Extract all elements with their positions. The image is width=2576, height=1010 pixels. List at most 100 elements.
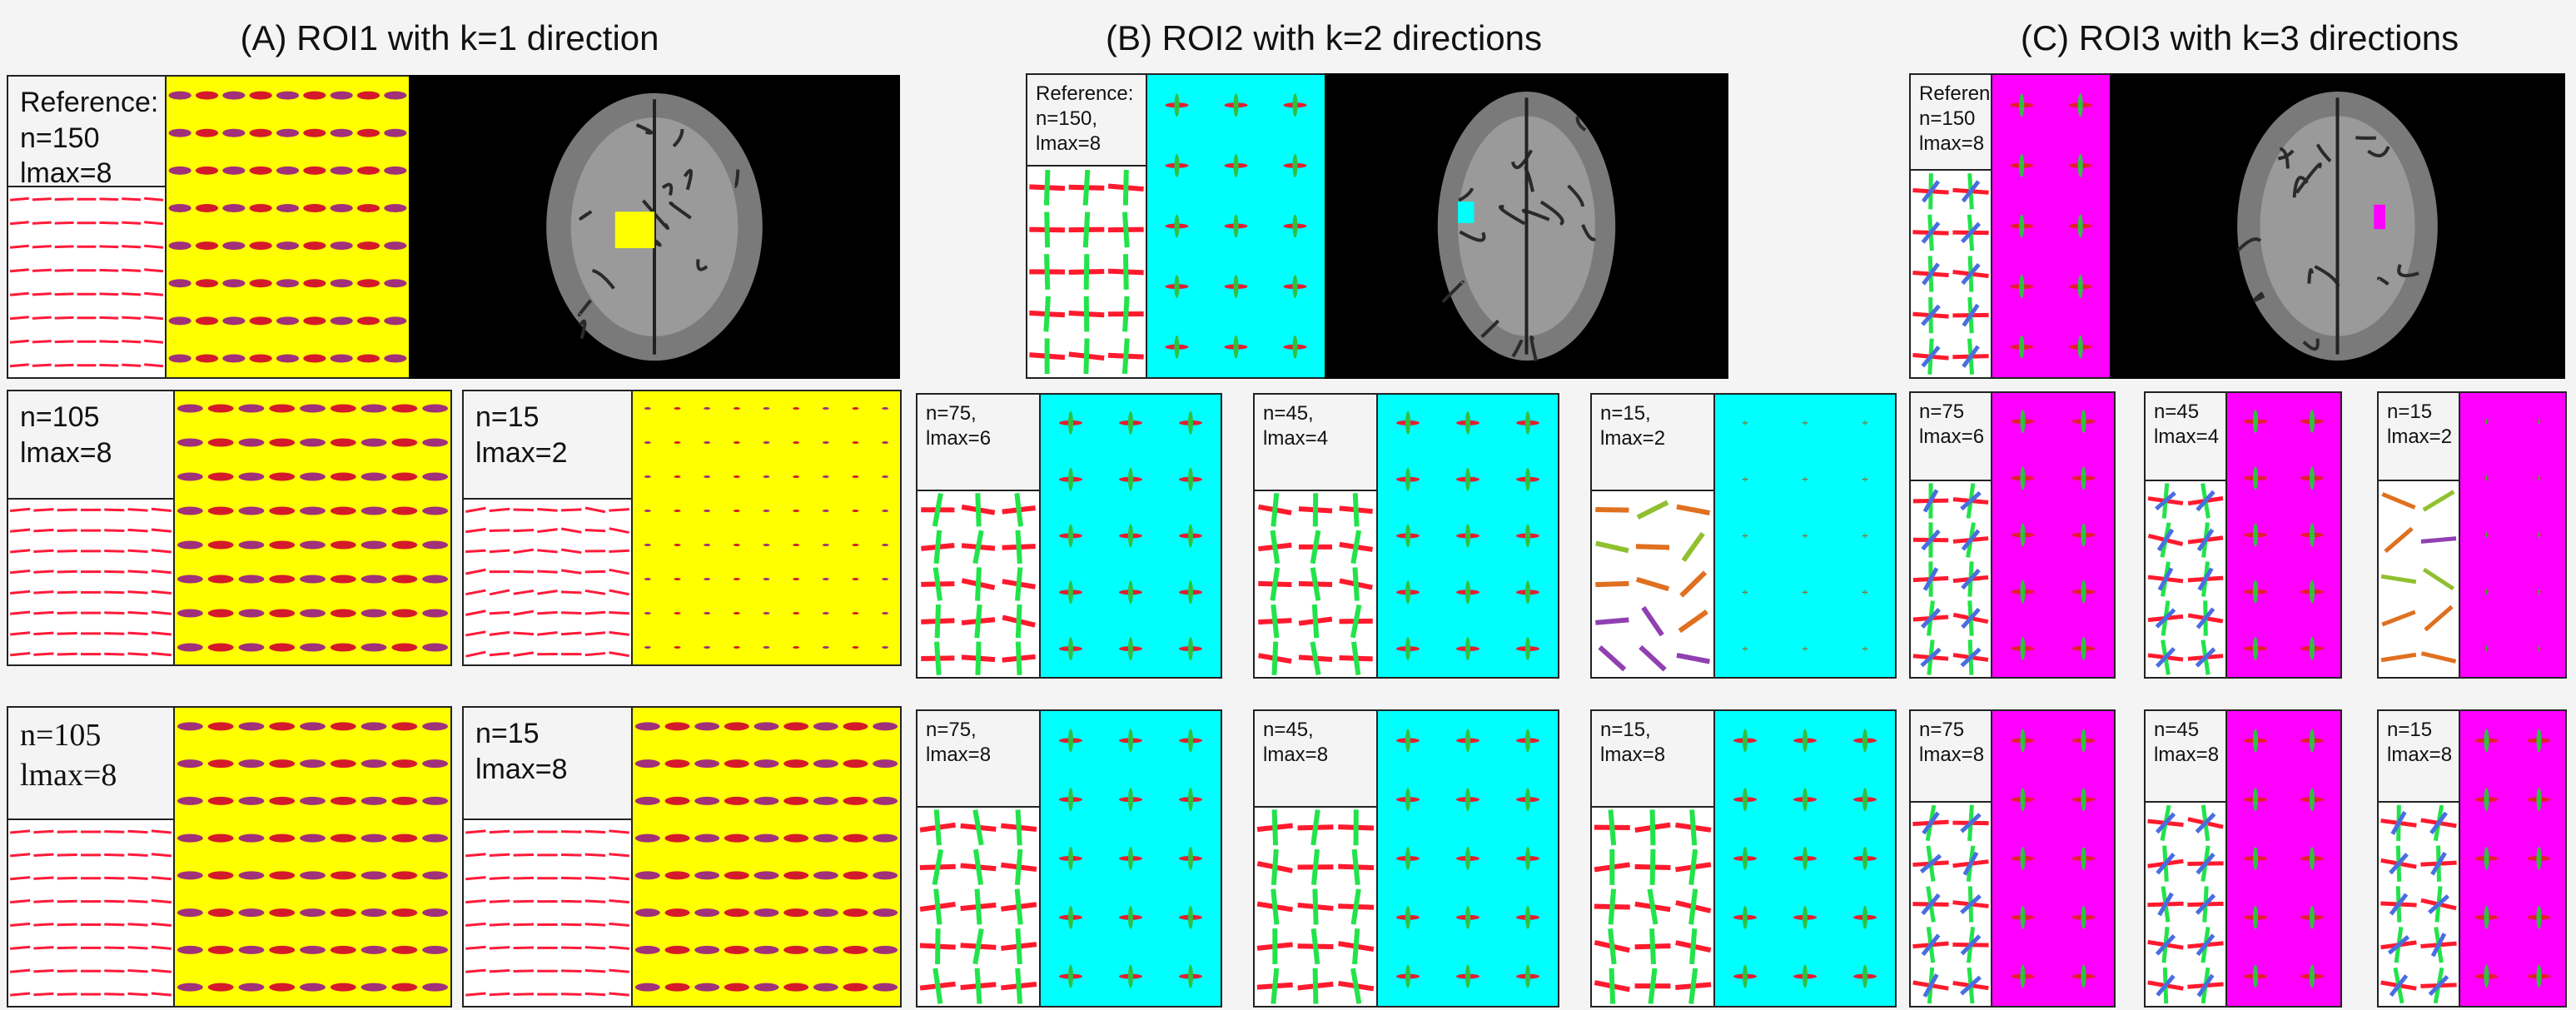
- odf-glyph: [361, 506, 387, 515]
- fiber-line: [1015, 604, 1022, 639]
- odf-glyph: [793, 612, 800, 614]
- fiber-directions-plot: [1909, 801, 1992, 1008]
- odf-glyph: [694, 759, 720, 769]
- fiber-line: [1962, 303, 1980, 327]
- odf-glyph: [1119, 905, 1142, 929]
- fiber-line: [489, 829, 510, 834]
- odf-glyph: [269, 643, 296, 652]
- fiber-line: [57, 969, 77, 973]
- fiber-line: [584, 631, 606, 636]
- fiber-line: [1352, 567, 1360, 601]
- fiber-line: [465, 568, 486, 575]
- fiber-line: [1681, 531, 1705, 562]
- odf-lobe: [1188, 729, 1193, 753]
- odf-glyph: [195, 166, 219, 175]
- odf-glyph: [168, 279, 191, 288]
- odf-glyph: [783, 871, 809, 880]
- odf-glyph: [207, 609, 234, 618]
- odf-glyph: [1059, 729, 1082, 753]
- odf-glyph: [852, 578, 859, 580]
- fiber-line: [513, 570, 535, 574]
- fiber-line: [99, 245, 119, 249]
- odf-glyph: [330, 166, 353, 175]
- odf-glyph: [783, 833, 809, 843]
- odf-glyph: [207, 722, 234, 731]
- fiber-line: [2155, 490, 2176, 511]
- odf-lobe: [1525, 905, 1530, 929]
- brain-sulcus: [2279, 147, 2290, 169]
- fiber-line: [144, 244, 164, 249]
- odf-glyph-plot: [1991, 709, 2116, 1008]
- fiber-directions-plot: [1909, 169, 1992, 379]
- odf-glyph: [222, 203, 246, 212]
- odf-glyph: [249, 279, 272, 288]
- odf-glyph: [2011, 523, 2035, 547]
- fiber-line: [1082, 169, 1091, 206]
- odf-glyph: [356, 241, 380, 251]
- odf-glyph: [391, 871, 418, 880]
- odf-glyph: [813, 796, 838, 805]
- odf-lobe: [1068, 788, 1073, 812]
- fiber-directions-plot: [916, 806, 1041, 1008]
- odf-glyph: [753, 908, 779, 918]
- fiber-line: [465, 853, 486, 858]
- odf-glyph: [2068, 275, 2092, 299]
- odf-glyph: [238, 871, 265, 880]
- odf-lobe: [2310, 847, 2315, 870]
- odf-glyph: [207, 404, 234, 413]
- fiber-line: [560, 899, 582, 903]
- odf-glyph: [361, 833, 387, 843]
- odf-glyph: [1396, 788, 1420, 812]
- odf-glyph: [873, 796, 898, 805]
- odf-glyph: [2071, 523, 2096, 547]
- odf-glyph: [674, 578, 681, 580]
- odf-glyph: [1059, 467, 1082, 491]
- odf-glyph: [238, 643, 265, 652]
- odf-glyph: [763, 510, 770, 512]
- odf-glyph: [2474, 905, 2499, 929]
- odf-glyph: [269, 472, 296, 481]
- odf-lobe: [2081, 905, 2086, 929]
- fiber-directions-plot: [2144, 801, 2227, 1008]
- fiber-line: [489, 899, 510, 903]
- fiber-line: [127, 631, 148, 636]
- odf-glyph: [1793, 847, 1817, 870]
- odf-glyph: [361, 609, 387, 618]
- panel-label: n=45 lmax=8: [2144, 709, 2227, 803]
- fiber-line: [10, 968, 31, 973]
- odf-lobe: [1743, 788, 1748, 812]
- odf-glyph: [1802, 589, 1808, 595]
- fiber-line: [513, 529, 535, 533]
- fiber-line: [2430, 851, 2447, 876]
- odf-glyph: [852, 544, 859, 546]
- odf-glyph: [783, 722, 809, 731]
- fiber-line: [1639, 644, 1667, 672]
- odf-glyph: [2011, 580, 2035, 604]
- odf-lobe: [2019, 93, 2025, 117]
- fiber-line: [33, 899, 54, 903]
- odf-glyph: [2300, 905, 2324, 929]
- odf-lobe: [2253, 410, 2258, 434]
- odf-glyph: [361, 945, 387, 954]
- odf-glyph: [391, 575, 418, 584]
- fiber-line: [537, 610, 558, 615]
- odf-glyph: [634, 908, 660, 918]
- odf-glyph: [168, 316, 191, 326]
- odf-lobe: [1525, 729, 1530, 753]
- odf-glyph: [422, 438, 449, 447]
- fiber-line: [465, 609, 486, 616]
- odf-glyph: [783, 983, 809, 992]
- panel-label: n=75 lmax=8: [1909, 709, 1992, 803]
- fiber-line: [465, 945, 486, 950]
- odf-glyph: [361, 404, 387, 413]
- odf-glyph: [644, 578, 651, 580]
- fiber-line: [560, 830, 582, 833]
- odf-glyph: [384, 166, 407, 175]
- fiber-line: [1960, 813, 1982, 833]
- odf-glyph: [222, 128, 246, 137]
- odf-glyph: [249, 128, 272, 137]
- fiber-line: [151, 631, 172, 636]
- fiber-line: [609, 853, 629, 858]
- odf-glyph: [674, 441, 681, 444]
- fiber-line: [57, 550, 77, 553]
